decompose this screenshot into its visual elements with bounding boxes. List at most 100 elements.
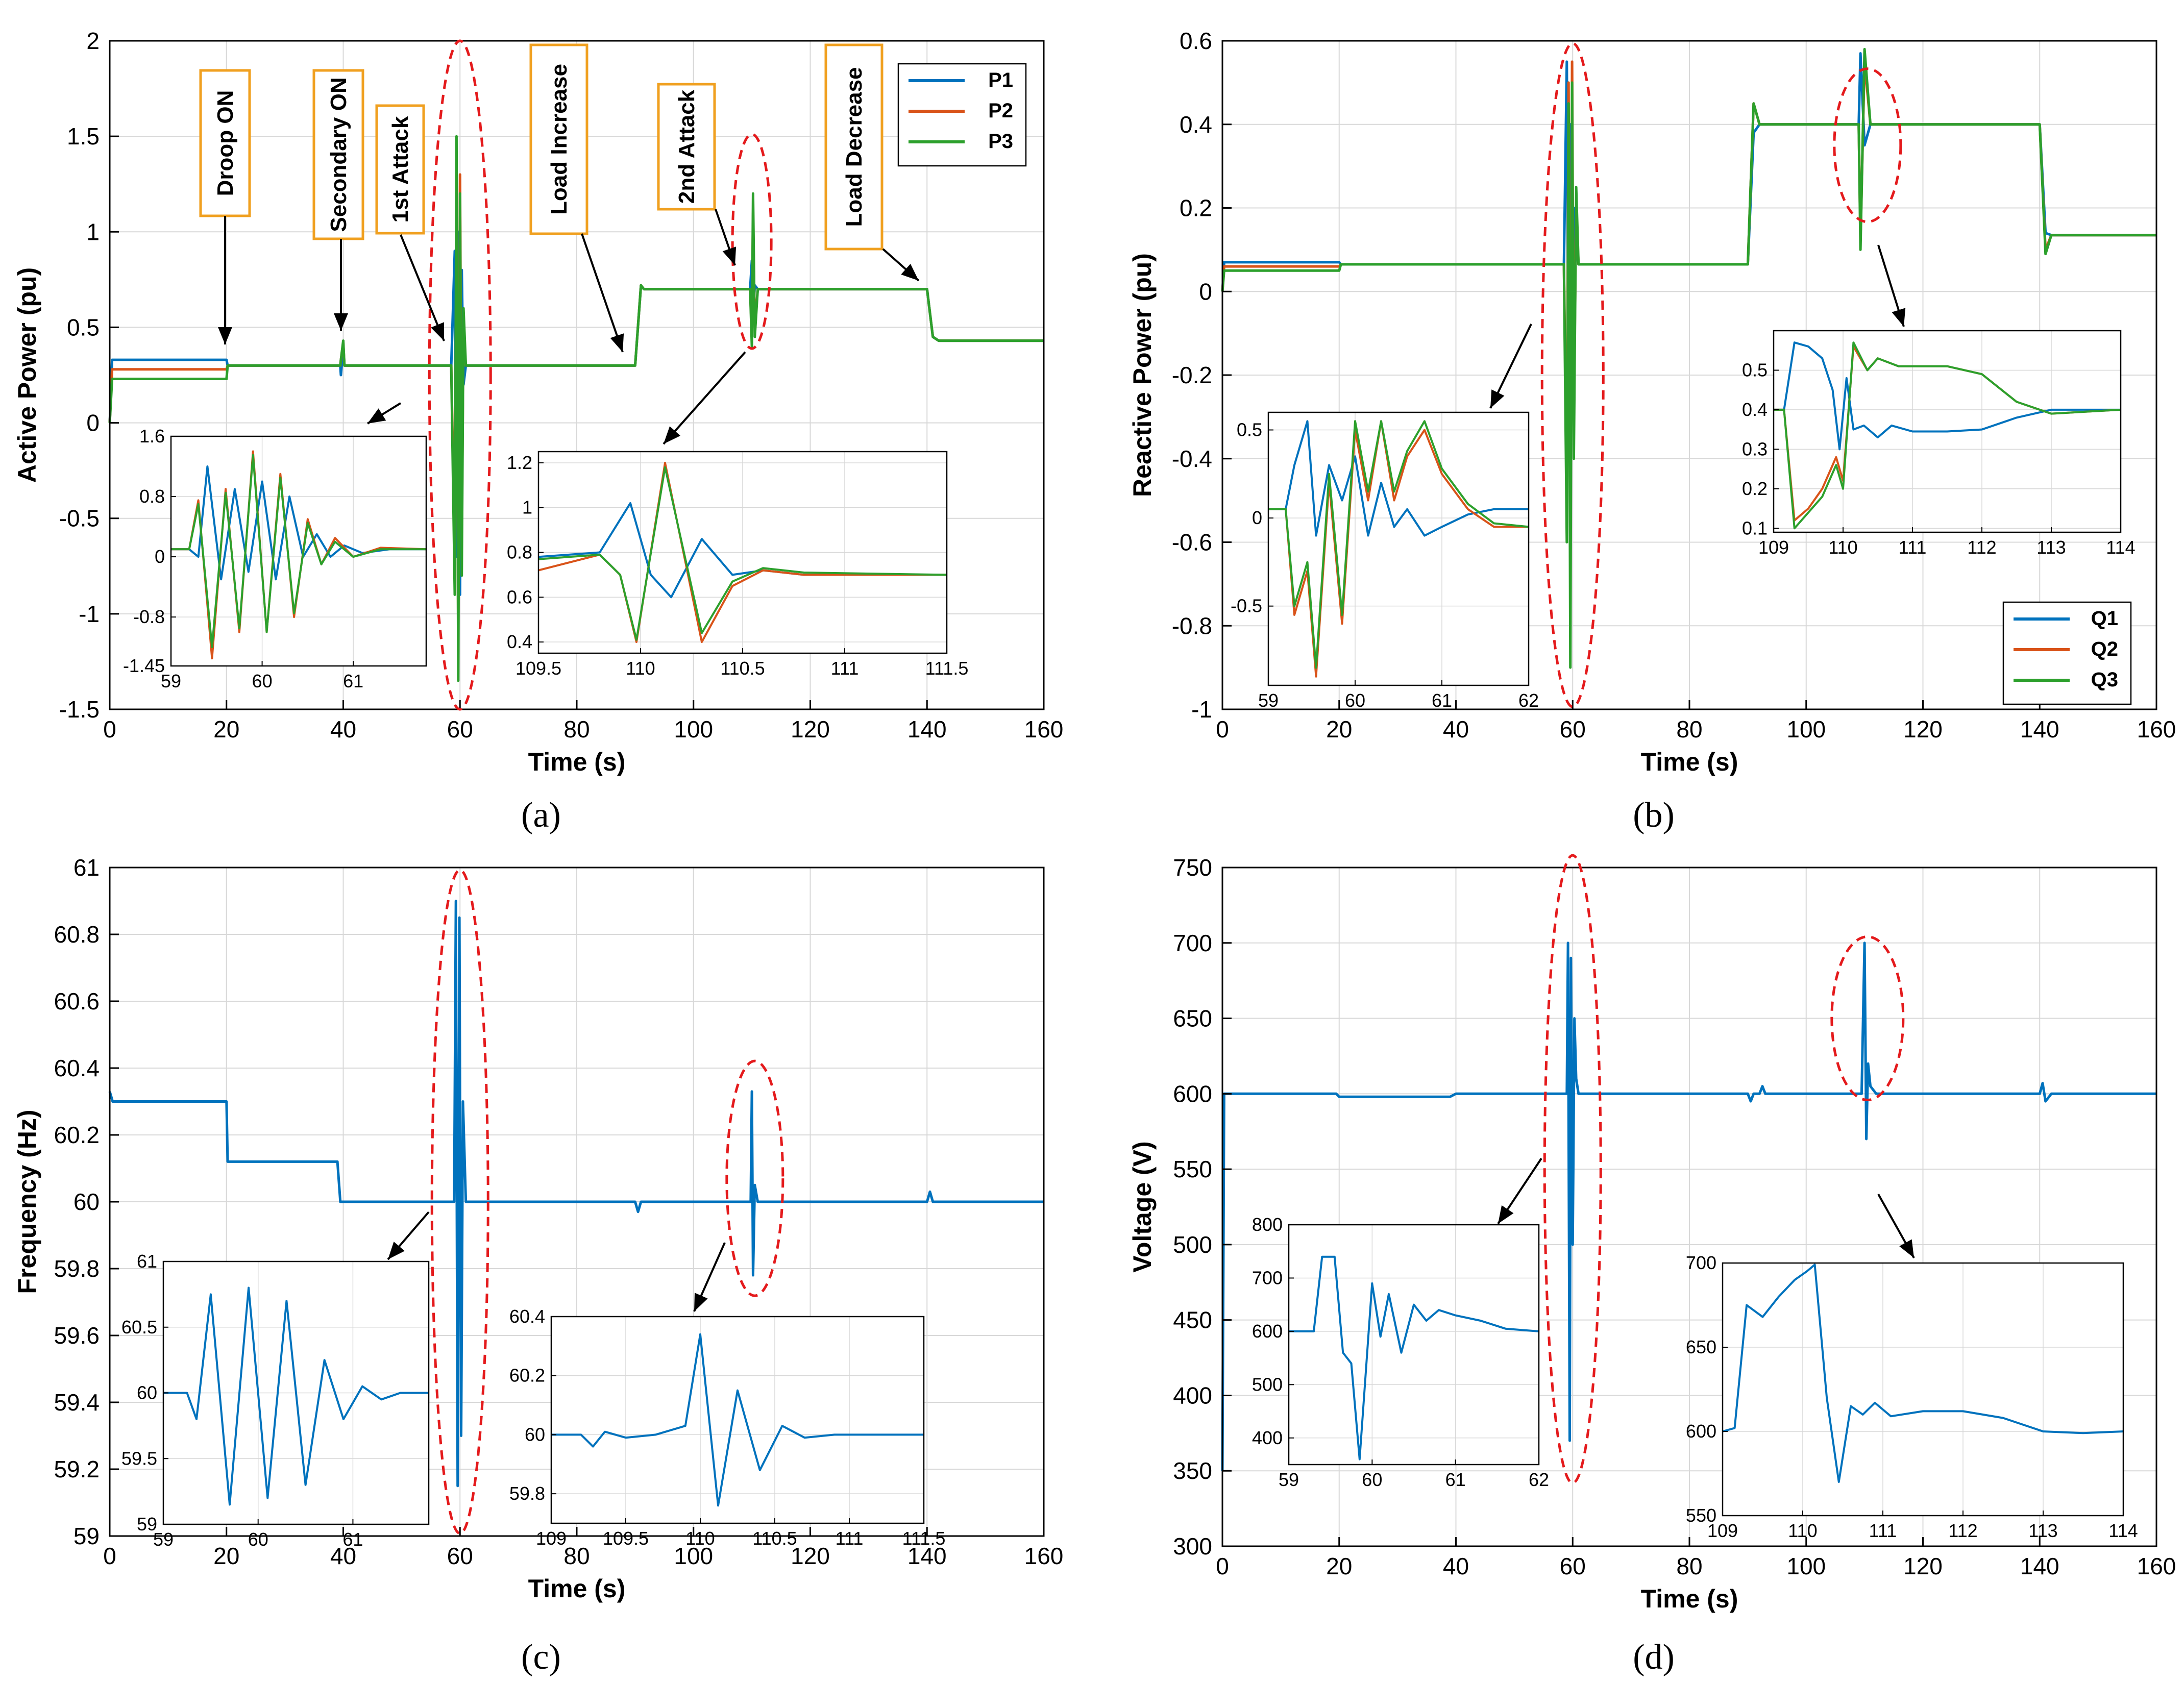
inset-background — [1289, 1225, 1539, 1465]
inset-2-1: 109 109.5 110 110.5 111 111.5 59.8 60 60.2 60.4 — [509, 1306, 945, 1549]
highlight-ellipse — [725, 1059, 784, 1297]
inset-x-tick-label: 110 — [626, 658, 655, 679]
y-tick-label: -0.8 — [1172, 612, 1212, 639]
pointer-arrow-line — [581, 233, 624, 353]
y-tick-label: 59 — [73, 1523, 100, 1549]
x-tick-label: 80 — [1676, 1553, 1702, 1579]
inset-y-tick-label: 0.8 — [139, 486, 165, 507]
inset-y-tick-label: 1 — [522, 497, 532, 518]
inset-frame — [1267, 411, 1530, 686]
inset-0-0: 59 60 61 -1.45 -0.8 0 0.8 1.6 — [123, 426, 427, 691]
x-axis-label: Time (s) — [1641, 748, 1738, 776]
x-tick-label: 60 — [447, 1543, 473, 1569]
y-tick-label: -0.5 — [59, 505, 100, 532]
series-line-main — [108, 900, 1044, 1488]
annotation-box — [375, 104, 425, 235]
pointer-arrow-head — [431, 322, 445, 341]
x-tick-label: 120 — [791, 1543, 830, 1569]
inset-series-line — [1268, 420, 1529, 537]
annotation-box — [657, 83, 716, 211]
inset-x-tick-label: 59 — [1258, 690, 1279, 711]
inset-x-tick-label: 61 — [1432, 690, 1452, 711]
inset-frame — [1773, 330, 2122, 533]
annotation-label: Secondary ON — [326, 77, 351, 232]
y-tick-label: 700 — [1173, 930, 1212, 956]
y-tick-label: -1.5 — [59, 696, 100, 723]
inset-x-tick-label: 111.5 — [925, 658, 969, 679]
inset-y-tick-label: -1.45 — [123, 655, 165, 676]
pointer-arrow-head — [1899, 1239, 1914, 1258]
x-tick-label: 40 — [1443, 1553, 1469, 1579]
x-tick-label: 160 — [2137, 1553, 2176, 1579]
y-tick-label: 60 — [73, 1189, 100, 1215]
inset-frame — [1288, 1224, 1540, 1466]
inset-series-line — [1268, 420, 1529, 669]
x-tick-label: 20 — [213, 1543, 239, 1569]
inset-y-tick-label: 0.4 — [1742, 399, 1768, 420]
inset-y-tick-label: 60.2 — [509, 1365, 545, 1386]
inset-background — [1723, 1263, 2123, 1516]
pointer-arrow-head — [334, 313, 348, 331]
y-axis-label: Frequency (Hz) — [13, 1109, 41, 1294]
y-tick-label: 550 — [1173, 1156, 1212, 1182]
y-tick-label: 0.6 — [1180, 28, 1212, 54]
y-tick-label: 0 — [86, 410, 100, 436]
inset-x-tick-label: 114 — [2106, 537, 2135, 558]
inset-x-tick-label: 110 — [685, 1528, 715, 1549]
x-tick-label: 120 — [791, 716, 830, 742]
inset-y-tick-label: 0.1 — [1742, 517, 1768, 538]
x-tick-label: 40 — [1443, 716, 1469, 742]
inset-y-tick-label: 800 — [1252, 1214, 1283, 1235]
x-tick-label: 60 — [1560, 1553, 1586, 1579]
inset-y-tick-label: 0.4 — [507, 631, 532, 652]
y-tick-label: 500 — [1173, 1231, 1212, 1258]
x-tick-label: 100 — [674, 1543, 713, 1569]
inset-y-tick-label: 0.3 — [1742, 438, 1768, 459]
inset-1-1: 109 110 111 112 113 114 0.1 0.2 0.3 0.4 0.5 — [1742, 330, 2136, 558]
inset-x-tick-label: 62 — [1518, 690, 1539, 711]
annotation-label: 2nd Attack — [674, 89, 699, 204]
inset-y-tick-label: 60 — [525, 1424, 545, 1445]
inset-series-line — [551, 1333, 924, 1507]
x-tick-label: 140 — [907, 716, 947, 742]
inset-y-tick-label: 61 — [137, 1251, 157, 1272]
x-tick-label: 140 — [907, 1543, 947, 1569]
inset-x-tick-label: 60 — [1362, 1469, 1382, 1490]
inset-x-tick-label: 110 — [1788, 1520, 1817, 1541]
y-tick-label: 350 — [1173, 1457, 1212, 1484]
inset-y-tick-label: -0.8 — [133, 606, 165, 627]
inset-y-tick-label: 0.8 — [507, 542, 532, 563]
inset-x-tick-label: 109.5 — [516, 658, 561, 679]
y-tick-label: 0.4 — [1180, 111, 1212, 138]
inset-x-tick-label: 110.5 — [720, 658, 765, 679]
inset-y-tick-label: 1.2 — [507, 452, 532, 473]
inset-x-tick-label: 113 — [2028, 1520, 2057, 1541]
y-tick-label: 450 — [1173, 1307, 1212, 1333]
annotation-label: Load Increase — [547, 64, 572, 215]
x-tick-label: 140 — [2020, 1553, 2059, 1579]
x-tick-label: 80 — [563, 716, 590, 742]
y-tick-label: 60.2 — [54, 1122, 100, 1148]
inset-x-tick-label: 111 — [1899, 537, 1927, 558]
caption-b: (b) — [1633, 796, 1675, 835]
x-tick-label: 60 — [447, 716, 473, 742]
inset-x-tick-label: 109.5 — [603, 1528, 649, 1549]
y-tick-label: 60.8 — [54, 921, 100, 948]
pointer-arrow-head — [694, 1293, 708, 1311]
series-line-P3 — [108, 135, 1044, 682]
highlight-ellipse — [428, 39, 492, 711]
annotation-label: Load Decrease — [842, 67, 867, 227]
y-axis-label: Active Power (pu) — [13, 267, 41, 483]
panel-1: 0 20 40 60 80 100 120 140 160 -1 -0.8 -0.6 -0.4 -0.2 0… — [1128, 28, 2176, 776]
inset-y-tick-label: 550 — [1686, 1505, 1716, 1526]
inset-y-tick-label: 59.8 — [509, 1483, 545, 1504]
inset-y-tick-label: 0.2 — [1742, 478, 1768, 499]
inset-3-1: 109 110 111 112 113 114 550 600 650 700 — [1686, 1252, 2138, 1541]
inset-x-tick-label: 112 — [1948, 1520, 1977, 1541]
legend: Q1 Q2 Q3 — [2002, 601, 2132, 705]
x-tick-label: 100 — [1786, 716, 1826, 742]
inset-series-line — [1774, 341, 2121, 451]
annotation-label: 1st Attack — [388, 116, 413, 222]
y-tick-label: 2 — [86, 28, 100, 54]
